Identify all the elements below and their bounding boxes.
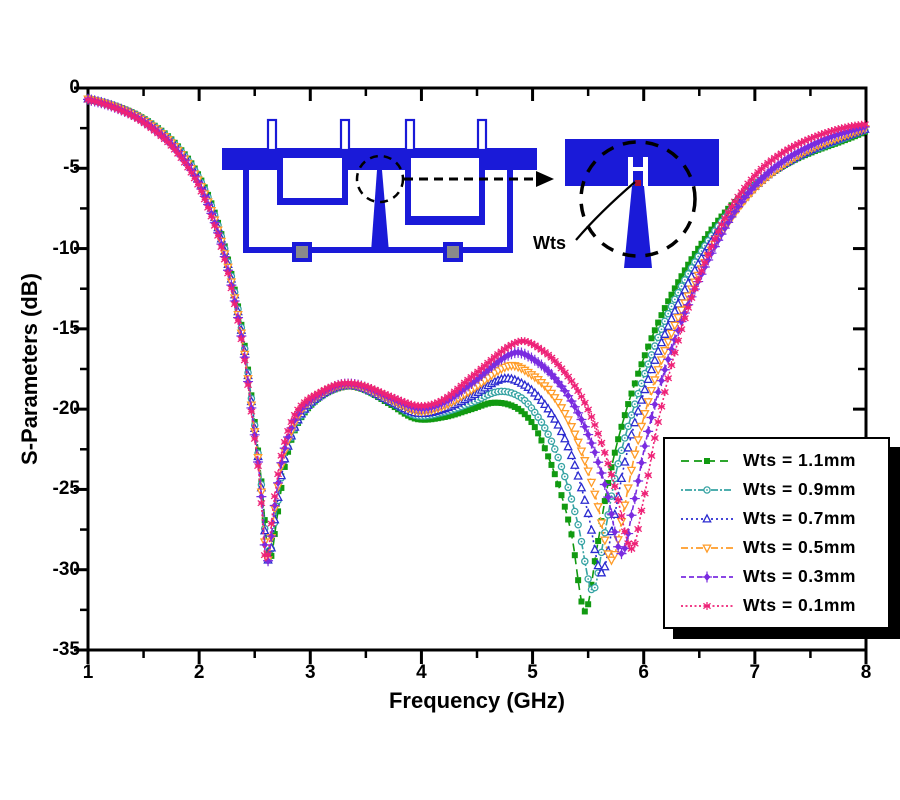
inset-stub — [476, 118, 488, 152]
inset-slot-left-wall — [342, 158, 348, 205]
y-tick-label: -15 — [52, 317, 80, 339]
inset-stub — [404, 118, 416, 152]
legend-marker-sample — [681, 571, 733, 582]
legend-label: Wts = 0.9mm — [743, 479, 856, 499]
y-tick-label: -20 — [52, 398, 80, 420]
inset-diagram — [222, 118, 719, 268]
legend-marker-sample — [681, 513, 733, 523]
inset-slot-right-cavity — [411, 158, 479, 216]
legend-label: Wts = 0.1mm — [743, 595, 856, 615]
legend-label: Wts = 0.3mm — [743, 566, 856, 586]
legend-marker-sample — [681, 601, 733, 610]
y-tick-label: -35 — [52, 639, 80, 660]
inset-slot-right-bottom — [405, 216, 485, 225]
inset-frame-left — [243, 170, 249, 253]
inset-center-taper — [371, 170, 389, 252]
inset-slot-right-wall — [479, 158, 485, 225]
legend-item-wts-0.9mm: Wts = 0.9mm — [679, 475, 888, 504]
legend-marker-sample — [681, 485, 733, 494]
inset-frame-right — [507, 170, 513, 253]
x-tick-label: 3 — [304, 662, 316, 683]
x-tick-label: 8 — [860, 662, 872, 683]
y-tick-label: -25 — [52, 478, 80, 500]
legend-label: Wts = 1.1mm — [743, 450, 856, 470]
legend-label: Wts = 0.7mm — [743, 508, 856, 528]
legend-marker-sample — [681, 457, 733, 464]
inset-stub — [339, 118, 351, 152]
chart-legend: Wts = 1.1mm Wts = 0.9mm Wts = 0.7mm Wts = 0… — [663, 437, 890, 629]
inset-slot-right-wall — [405, 158, 411, 225]
legend-label: Wts = 0.5mm — [743, 537, 856, 557]
inset-slot-left-bottom — [277, 198, 348, 205]
x-tick-label: 4 — [416, 662, 427, 683]
curves-layer — [83, 93, 870, 615]
inset-zoom-slot — [628, 157, 633, 186]
inset-slot-left-wall — [277, 158, 283, 205]
legend-item-wts-0.7mm: Wts = 0.7mm — [679, 504, 888, 533]
x-tick-label: 2 — [193, 662, 205, 683]
y-tick-label: -5 — [63, 157, 80, 179]
x-tick-label: 6 — [638, 662, 649, 683]
legend-item-wts-0.3mm: Wts = 0.3mm — [679, 562, 888, 591]
inset-stub — [266, 118, 278, 152]
legend-item-wts-1.1mm: Wts = 1.1mm — [679, 446, 888, 475]
inset-callout-arrowhead — [536, 171, 554, 187]
legend-item-wts-0.1mm: Wts = 0.1mm — [679, 591, 888, 620]
inset-via — [443, 242, 463, 262]
inset-feed-bar — [222, 148, 537, 170]
inset-wts-pointer-line — [575, 181, 636, 241]
legend-marker-sample — [681, 543, 733, 553]
y-axis-title: S-Parameters (dB) — [17, 273, 42, 465]
x-axis-title: Frequency (GHz) — [388, 688, 566, 713]
y-tick-label: -30 — [52, 558, 80, 580]
y-tick-label: -10 — [52, 237, 80, 259]
inset-frame-bottom — [243, 247, 513, 253]
inset-zoom-circle — [579, 140, 697, 258]
inset-zoom-ground — [565, 139, 719, 186]
series-wts-0.1mm — [84, 95, 869, 565]
inset-via — [292, 242, 312, 262]
inset-zoom-taper — [624, 186, 652, 268]
inset-zoom-slot-bridge — [628, 167, 648, 171]
x-tick-label: 1 — [82, 662, 94, 683]
y-tick-label: 0 — [69, 77, 80, 98]
axes-frame — [74, 86, 868, 664]
inset-zoom-feed-dot — [635, 180, 641, 186]
inset-callout-circle — [355, 154, 405, 204]
x-tick-label: 5 — [527, 662, 538, 683]
x-tick-label: 7 — [749, 662, 761, 683]
inset-zoom-slot — [643, 157, 648, 186]
inset-wts-label: Wts — [533, 233, 566, 253]
legend-item-wts-0.5mm: Wts = 0.5mm — [679, 533, 888, 562]
inset-slot-left-cavity — [283, 158, 342, 198]
